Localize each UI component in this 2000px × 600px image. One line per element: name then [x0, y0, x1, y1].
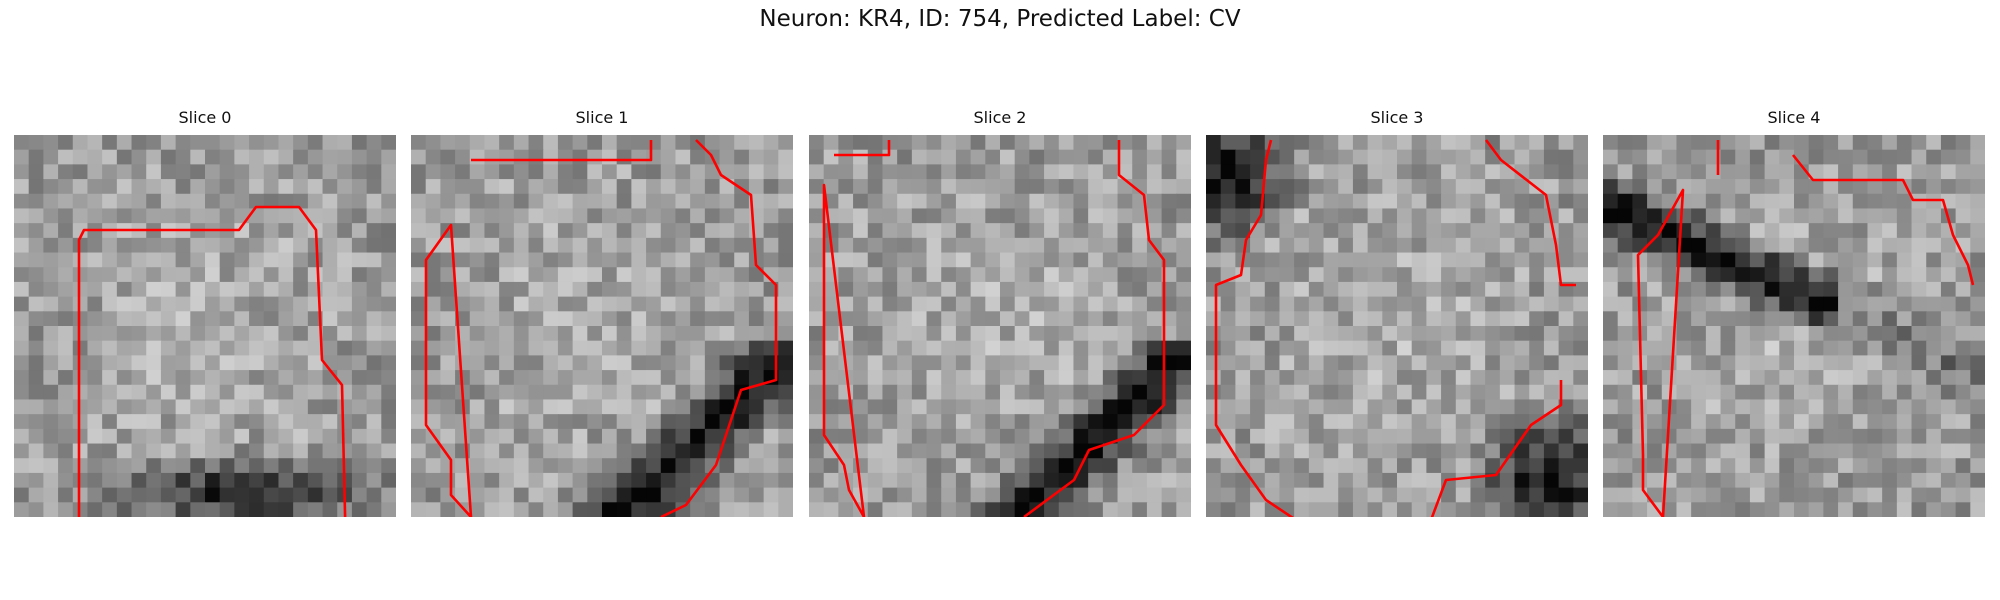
pixel-grid: [1603, 135, 1985, 517]
slice-title: Slice 3: [1370, 108, 1424, 127]
segmentation-contour: [1636, 140, 1975, 517]
figure-title: Neuron: KR4, ID: 754, Predicted Label: C…: [759, 6, 1241, 32]
slice-title: Slice 1: [575, 108, 629, 127]
slice-title: Slice 0: [178, 108, 232, 127]
segmentation-contour: [424, 139, 778, 517]
pixel-grid: [14, 135, 396, 517]
slice-image: [809, 135, 1191, 517]
slice-title: Slice 4: [1767, 108, 1821, 127]
pixel-grid: [809, 135, 1191, 517]
slice-image: [411, 135, 793, 517]
slice-image: [14, 135, 396, 517]
slice-image: [1206, 135, 1588, 517]
segmentation-contour: [822, 140, 1166, 517]
slice-image: [1603, 135, 1985, 517]
segmentation-contour: [77, 205, 347, 517]
slice-title: Slice 2: [973, 108, 1027, 127]
segmentation-contour: [1214, 139, 1576, 517]
